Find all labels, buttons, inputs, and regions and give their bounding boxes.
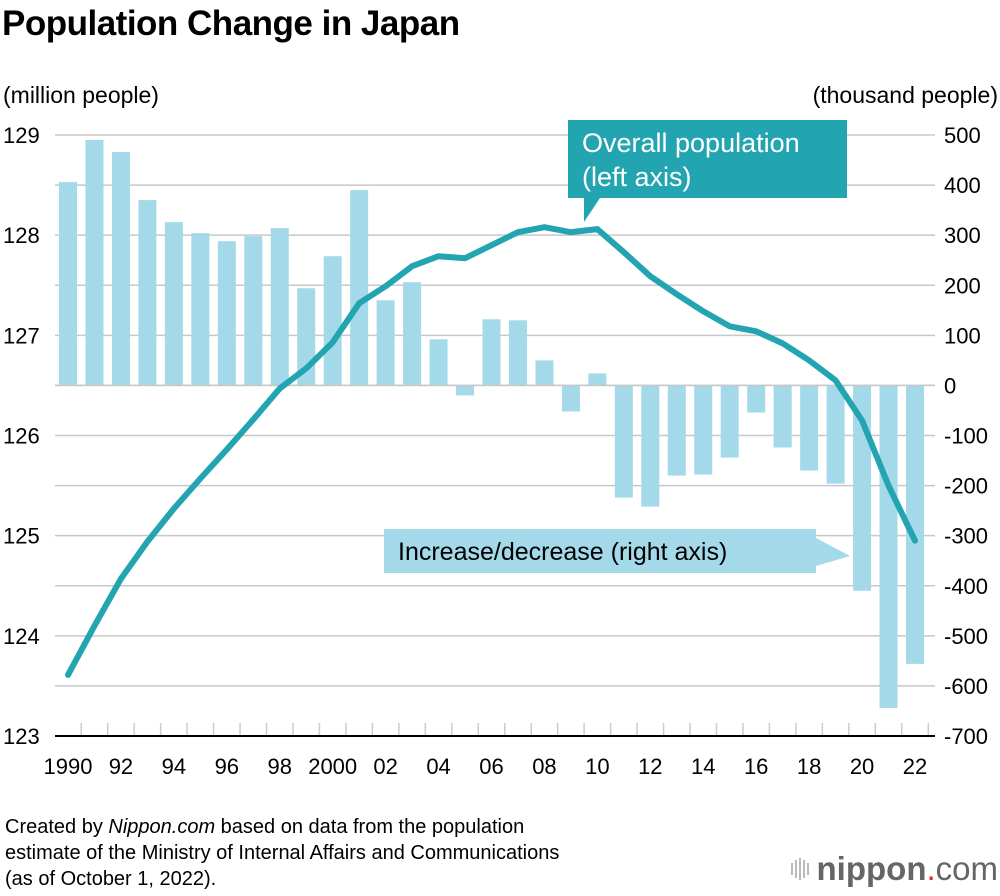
bar-2001 bbox=[350, 190, 369, 386]
right-tick-label: -300 bbox=[944, 524, 988, 549]
bar-2012 bbox=[641, 385, 660, 507]
left-tick-label: 129 bbox=[3, 123, 40, 148]
x-tick-label: 20 bbox=[850, 754, 874, 779]
population-line bbox=[65, 224, 918, 678]
x-tick-label: 94 bbox=[162, 754, 186, 779]
source-suffix: based on data from the population bbox=[215, 816, 525, 838]
line-legend-pointer bbox=[584, 198, 600, 222]
bar-1991 bbox=[85, 140, 104, 386]
bar-1994 bbox=[164, 222, 183, 386]
bar-1993 bbox=[138, 200, 157, 386]
right-tick-label: -100 bbox=[944, 424, 988, 449]
source-prefix: Created by bbox=[5, 816, 109, 838]
right-tick-label: -500 bbox=[944, 624, 988, 649]
x-tick-label: 14 bbox=[691, 754, 715, 779]
bar-2009 bbox=[561, 385, 580, 412]
bar-2000 bbox=[323, 256, 342, 386]
bar-2019 bbox=[826, 385, 845, 484]
bar-2006 bbox=[482, 319, 501, 386]
logo-mark-icon bbox=[790, 858, 809, 880]
bar-2008 bbox=[535, 360, 554, 386]
bar-2007 bbox=[508, 320, 527, 386]
right-tick-label: -200 bbox=[944, 474, 988, 499]
bar-2018 bbox=[800, 385, 819, 471]
source-note: Created by Nippon.com based on data from… bbox=[5, 814, 559, 892]
right-tick-label: -400 bbox=[944, 574, 988, 599]
bar-legend-pointer bbox=[816, 538, 850, 566]
x-tick-label: 2000 bbox=[308, 754, 357, 779]
bar-1998 bbox=[270, 228, 289, 386]
bar-2002 bbox=[376, 300, 395, 386]
x-tick-label: 10 bbox=[585, 754, 609, 779]
source-line-2: estimate of the Ministry of Internal Aff… bbox=[5, 842, 560, 864]
bar-2016 bbox=[747, 385, 766, 413]
bar-1992 bbox=[111, 152, 130, 386]
left-tick-label: 126 bbox=[3, 424, 40, 449]
right-tick-label: 300 bbox=[944, 223, 981, 248]
x-tick-label: 04 bbox=[426, 754, 450, 779]
x-tick-label: 08 bbox=[532, 754, 556, 779]
left-axis-label: (million people) bbox=[3, 82, 159, 108]
right-tick-label: -700 bbox=[944, 724, 988, 749]
bar-1996 bbox=[217, 241, 236, 386]
logo-suffix: com bbox=[935, 850, 998, 887]
bar-2017 bbox=[773, 385, 792, 448]
line-legend-label: Overall population bbox=[582, 128, 800, 158]
nippon-logo: nippon. com bbox=[790, 850, 998, 888]
right-axis-label: (thousand people) bbox=[812, 82, 998, 108]
x-tick-label: 1990 bbox=[44, 754, 93, 779]
bar-legend-box bbox=[384, 529, 816, 573]
bar-1990 bbox=[59, 182, 77, 386]
line-legend-label: (left axis) bbox=[582, 162, 692, 192]
bar-1995 bbox=[191, 233, 210, 386]
x-tick-label: 16 bbox=[744, 754, 768, 779]
left-tick-label: 128 bbox=[3, 223, 40, 248]
bar-2021 bbox=[879, 385, 898, 708]
right-tick-label: 200 bbox=[944, 273, 981, 298]
x-tick-label: 02 bbox=[373, 754, 397, 779]
left-tick-label: 124 bbox=[3, 624, 40, 649]
bar-2003 bbox=[403, 282, 422, 386]
bar-2004 bbox=[429, 339, 448, 386]
bar-2014 bbox=[694, 385, 713, 475]
x-tick-label: 96 bbox=[215, 754, 239, 779]
bar-2015 bbox=[720, 385, 739, 458]
x-tick-label: 98 bbox=[268, 754, 292, 779]
chart-title: Population Change in Japan bbox=[2, 4, 460, 43]
x-tick-label: 06 bbox=[479, 754, 503, 779]
x-tick-label: 92 bbox=[109, 754, 133, 779]
bar-2022 bbox=[906, 385, 924, 664]
bar-legend-label: Increase/decrease (right axis) bbox=[398, 538, 727, 566]
right-tick-label: 100 bbox=[944, 323, 981, 348]
x-tick-label: 22 bbox=[903, 754, 927, 779]
source-name: Nippon.com bbox=[108, 816, 216, 838]
bar-2005 bbox=[456, 385, 475, 396]
logo-text: nippon bbox=[816, 850, 927, 887]
x-tick-label: 18 bbox=[797, 754, 821, 779]
right-tick-label: 0 bbox=[944, 373, 956, 398]
right-tick-label: 500 bbox=[944, 123, 981, 148]
line-legend-box bbox=[568, 120, 847, 198]
bar-2011 bbox=[614, 385, 633, 498]
source-line-3: (as of October 1, 2022). bbox=[5, 868, 217, 890]
bar-2010 bbox=[588, 373, 607, 386]
x-tick-label: 12 bbox=[638, 754, 662, 779]
logo-dot: . bbox=[926, 850, 936, 887]
left-tick-label: 127 bbox=[3, 323, 40, 348]
bar-1997 bbox=[244, 236, 263, 386]
right-tick-label: -600 bbox=[944, 674, 988, 699]
left-tick-label: 123 bbox=[3, 724, 40, 749]
right-tick-label: 400 bbox=[944, 173, 981, 198]
left-tick-label: 125 bbox=[3, 524, 40, 549]
bar-2013 bbox=[667, 385, 686, 476]
